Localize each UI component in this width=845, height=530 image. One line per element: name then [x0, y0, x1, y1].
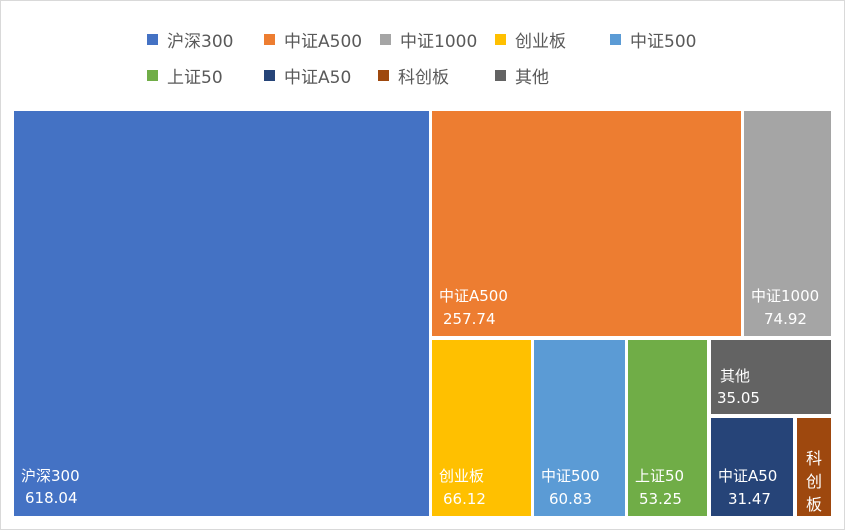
legend-label: 中证500	[630, 32, 697, 52]
legend-label: 上证50	[167, 68, 223, 88]
tile-value: 31.47	[728, 490, 771, 508]
legend-label: 创业板	[515, 32, 566, 52]
tile-value: 60.83	[549, 490, 592, 508]
tile-label: 中证1000	[751, 287, 820, 305]
tile-sz50[interactable]: 上证50 53.25	[628, 340, 707, 516]
legend-label: 中证A500	[284, 32, 363, 52]
tile-a50[interactable]: 中证A50 31.47	[711, 418, 793, 516]
legend-item-a50[interactable]: 中证A50	[264, 63, 351, 88]
tile-value: 618.04	[25, 489, 78, 507]
legend-swatch	[264, 34, 275, 45]
legend-label: 科创板	[398, 68, 449, 88]
tile-value: 53.25	[639, 490, 682, 508]
tile-value: 35.05	[717, 389, 760, 407]
tile-label-char: 创	[805, 472, 822, 491]
tile-value: 74.92	[764, 310, 807, 328]
tile-label-char: 科	[805, 449, 822, 468]
tile-cyb[interactable]: 创业板 66.12	[432, 340, 531, 516]
tile-label: 沪深300	[21, 467, 80, 485]
legend-swatch	[495, 70, 506, 81]
legend-item-cyb[interactable]: 创业板	[495, 27, 566, 52]
tile-label: 中证A500	[439, 287, 508, 305]
legend-item-a500[interactable]: 中证A500	[264, 27, 362, 52]
legend-item-other[interactable]: 其他	[495, 63, 549, 88]
legend-swatch	[610, 34, 621, 45]
legend-label: 沪深300	[167, 32, 234, 52]
tile-value: 66.12	[443, 490, 486, 508]
legend-item-zz500[interactable]: 中证500	[610, 27, 696, 52]
legend-swatch	[495, 34, 506, 45]
tile-label: 中证A50	[718, 467, 778, 485]
legend-swatch	[147, 70, 158, 81]
legend-label: 其他	[515, 68, 549, 88]
legend-swatch	[147, 34, 158, 45]
legend-item-hs300[interactable]: 沪深300	[147, 27, 233, 52]
tile-zz1000[interactable]: 中证1000 74.92	[744, 111, 831, 336]
legend-item-kcb[interactable]: 科创板	[378, 63, 449, 88]
legend-swatch	[380, 34, 391, 45]
legend-swatch	[264, 70, 275, 81]
legend-item-zz1000[interactable]: 中证1000	[380, 27, 477, 52]
tile-a500[interactable]: 中证A500 257.74	[432, 111, 741, 336]
legend-label: 中证1000	[400, 32, 478, 52]
tile-label: 上证50	[635, 467, 685, 485]
tile-value: 257.74	[443, 310, 496, 328]
tile-label: 其他	[720, 367, 751, 385]
tile-label-char: 板	[805, 495, 822, 514]
tile-hs300[interactable]: 沪深300 618.04	[14, 111, 429, 516]
legend-item-sz50[interactable]: 上证50	[147, 63, 223, 88]
legend-swatch	[378, 70, 389, 81]
tile-label: 创业板	[439, 467, 485, 485]
tile-kcb[interactable]: 科 创 板	[797, 418, 831, 516]
tile-label: 中证500	[541, 467, 600, 485]
tile-zz500[interactable]: 中证500 60.83	[534, 340, 625, 516]
legend-label: 中证A50	[284, 68, 352, 88]
tile-other[interactable]: 其他 35.05	[711, 340, 831, 414]
